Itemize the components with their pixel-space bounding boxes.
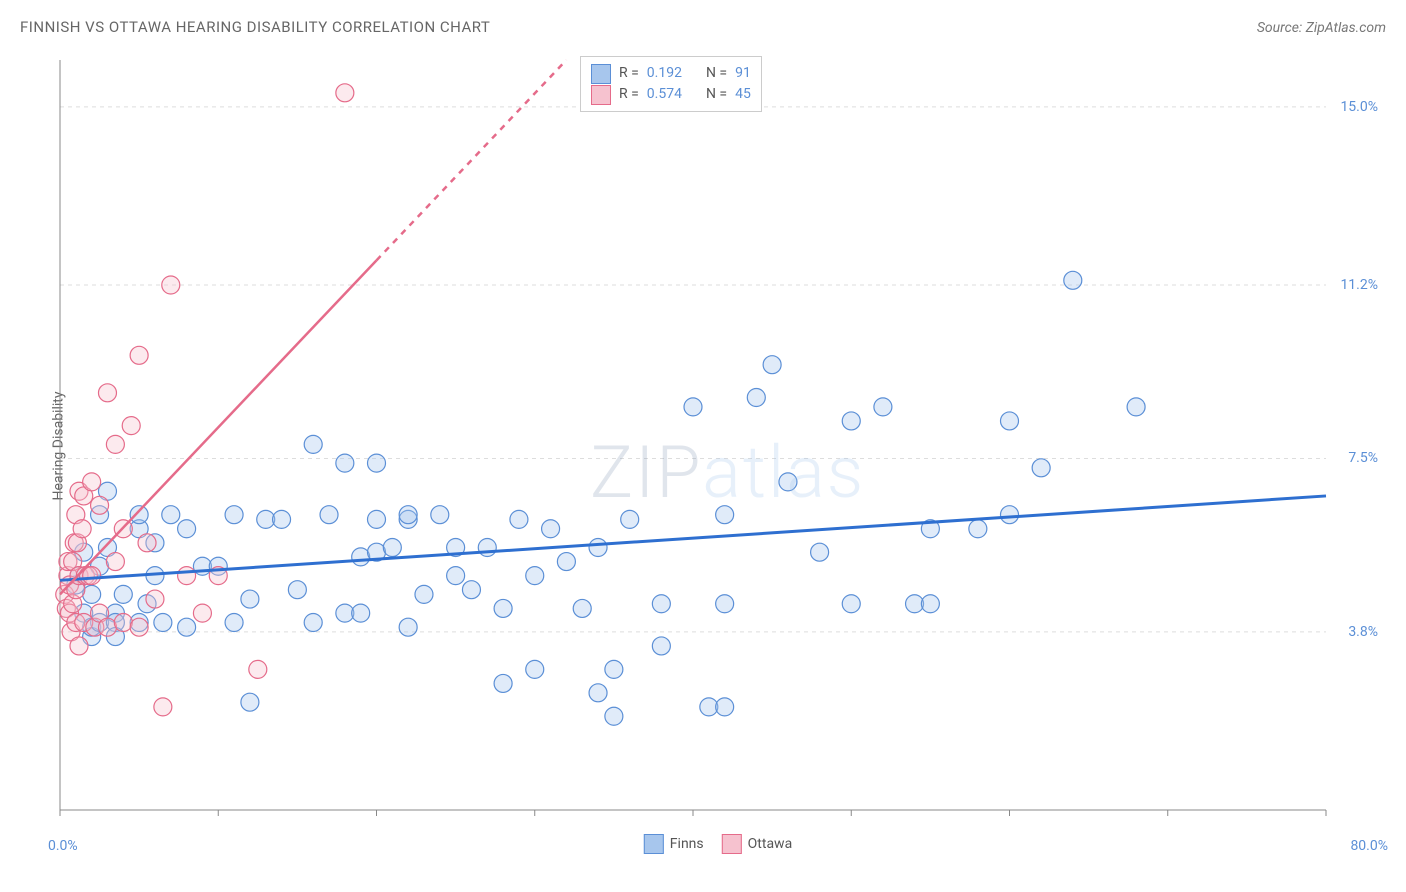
x-max-label: 80.0% [1350,838,1388,854]
r-value: 0.574 [647,84,682,105]
source-attribution: Source: ZipAtlas.com [1257,20,1386,36]
y-tick-label: 15.0% [1340,99,1378,115]
r-label: R = [619,84,639,105]
chart-title: FINNISH VS OTTAWA HEARING DISABILITY COR… [20,18,490,36]
title-bar: FINNISH VS OTTAWA HEARING DISABILITY COR… [20,18,1386,36]
legend-item: Finns [644,834,704,854]
stats-legend-box: R = 0.192 N = 91 R = 0.574 N = 45 [580,56,762,112]
n-value: 45 [735,84,751,105]
chart-area: ZIPatlas 3.8%7.5%11.2%15.0% 0.0% 80.0% R… [50,50,1386,830]
series-swatch [591,64,611,84]
legend-item: Ottawa [722,834,793,854]
stats-row: R = 0.574 N = 45 [591,84,751,105]
y-tick-label: 3.8% [1348,624,1378,640]
series-legend: Finns Ottawa [644,834,792,854]
n-label: N = [706,84,727,105]
legend-label: Ottawa [748,836,793,852]
n-value: 91 [735,63,751,84]
r-label: R = [619,63,639,84]
x-min-label: 0.0% [48,838,78,854]
series-swatch [722,834,742,854]
y-tick-label: 11.2% [1340,277,1378,293]
y-tick-label: 7.5% [1348,450,1378,466]
stats-row: R = 0.192 N = 91 [591,63,751,84]
n-label: N = [706,63,727,84]
legend-label: Finns [670,836,704,852]
series-swatch [644,834,664,854]
scatter-chart-svg [50,50,1386,830]
series-swatch [591,85,611,105]
r-value: 0.192 [647,63,682,84]
